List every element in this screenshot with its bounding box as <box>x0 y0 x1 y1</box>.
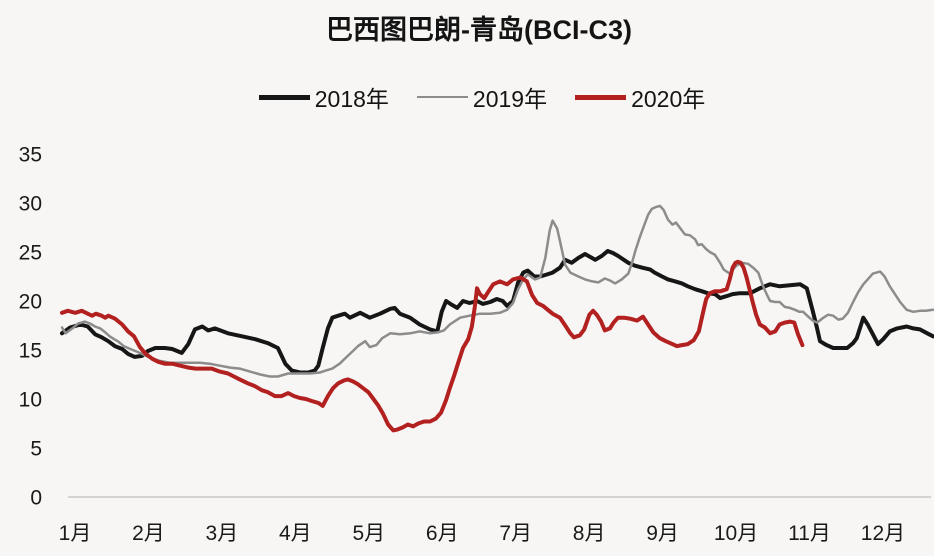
legend-item-2020年: 2020年 <box>575 80 705 114</box>
y-tick-label-15: 15 <box>19 340 42 363</box>
y-tick-label-0: 0 <box>30 487 42 510</box>
y-tick-label-10: 10 <box>19 389 42 412</box>
y-tick-label-20: 20 <box>19 291 42 314</box>
series-line-2019年 <box>60 204 934 378</box>
legend-label: 2018年 <box>314 86 389 112</box>
legend-line-swatch-2020年 <box>575 94 627 100</box>
series-line-2020年 <box>60 259 805 433</box>
legend-item-2018年: 2018年 <box>258 80 389 114</box>
x-tick-label-4: 4月 <box>279 522 312 545</box>
chart-title: 巴西图巴朗-青岛(BCI-C3) <box>326 15 632 45</box>
x-tick-label-8: 8月 <box>573 522 606 545</box>
y-tick-label-5: 5 <box>30 438 42 461</box>
legend-label: 2019年 <box>472 86 548 112</box>
x-tick-label-1: 1月 <box>59 522 92 545</box>
legend-label: 2020年 <box>631 86 706 112</box>
x-tick-label-5: 5月 <box>352 522 385 545</box>
legend-line-swatch-2018年 <box>258 94 310 100</box>
x-tick-label-6: 6月 <box>426 522 459 545</box>
x-tick-label-10: 10月 <box>714 522 758 545</box>
legend-line-swatch-2019年 <box>416 96 468 98</box>
legend: 2018年 2019年 2020年 <box>0 80 934 114</box>
x-tick-label-9: 9月 <box>646 522 679 545</box>
x-tick-label-12: 12月 <box>861 522 905 545</box>
y-tick-label-35: 35 <box>19 144 42 167</box>
legend-item-2019年: 2019年 <box>416 80 548 114</box>
x-tick-label-11: 11月 <box>788 522 831 545</box>
y-tick-label-25: 25 <box>19 242 42 265</box>
x-tick-label-3: 3月 <box>206 522 239 545</box>
x-tick-label-2: 2月 <box>132 522 165 545</box>
x-tick-label-7: 7月 <box>499 522 532 545</box>
y-tick-label-30: 30 <box>19 193 42 216</box>
